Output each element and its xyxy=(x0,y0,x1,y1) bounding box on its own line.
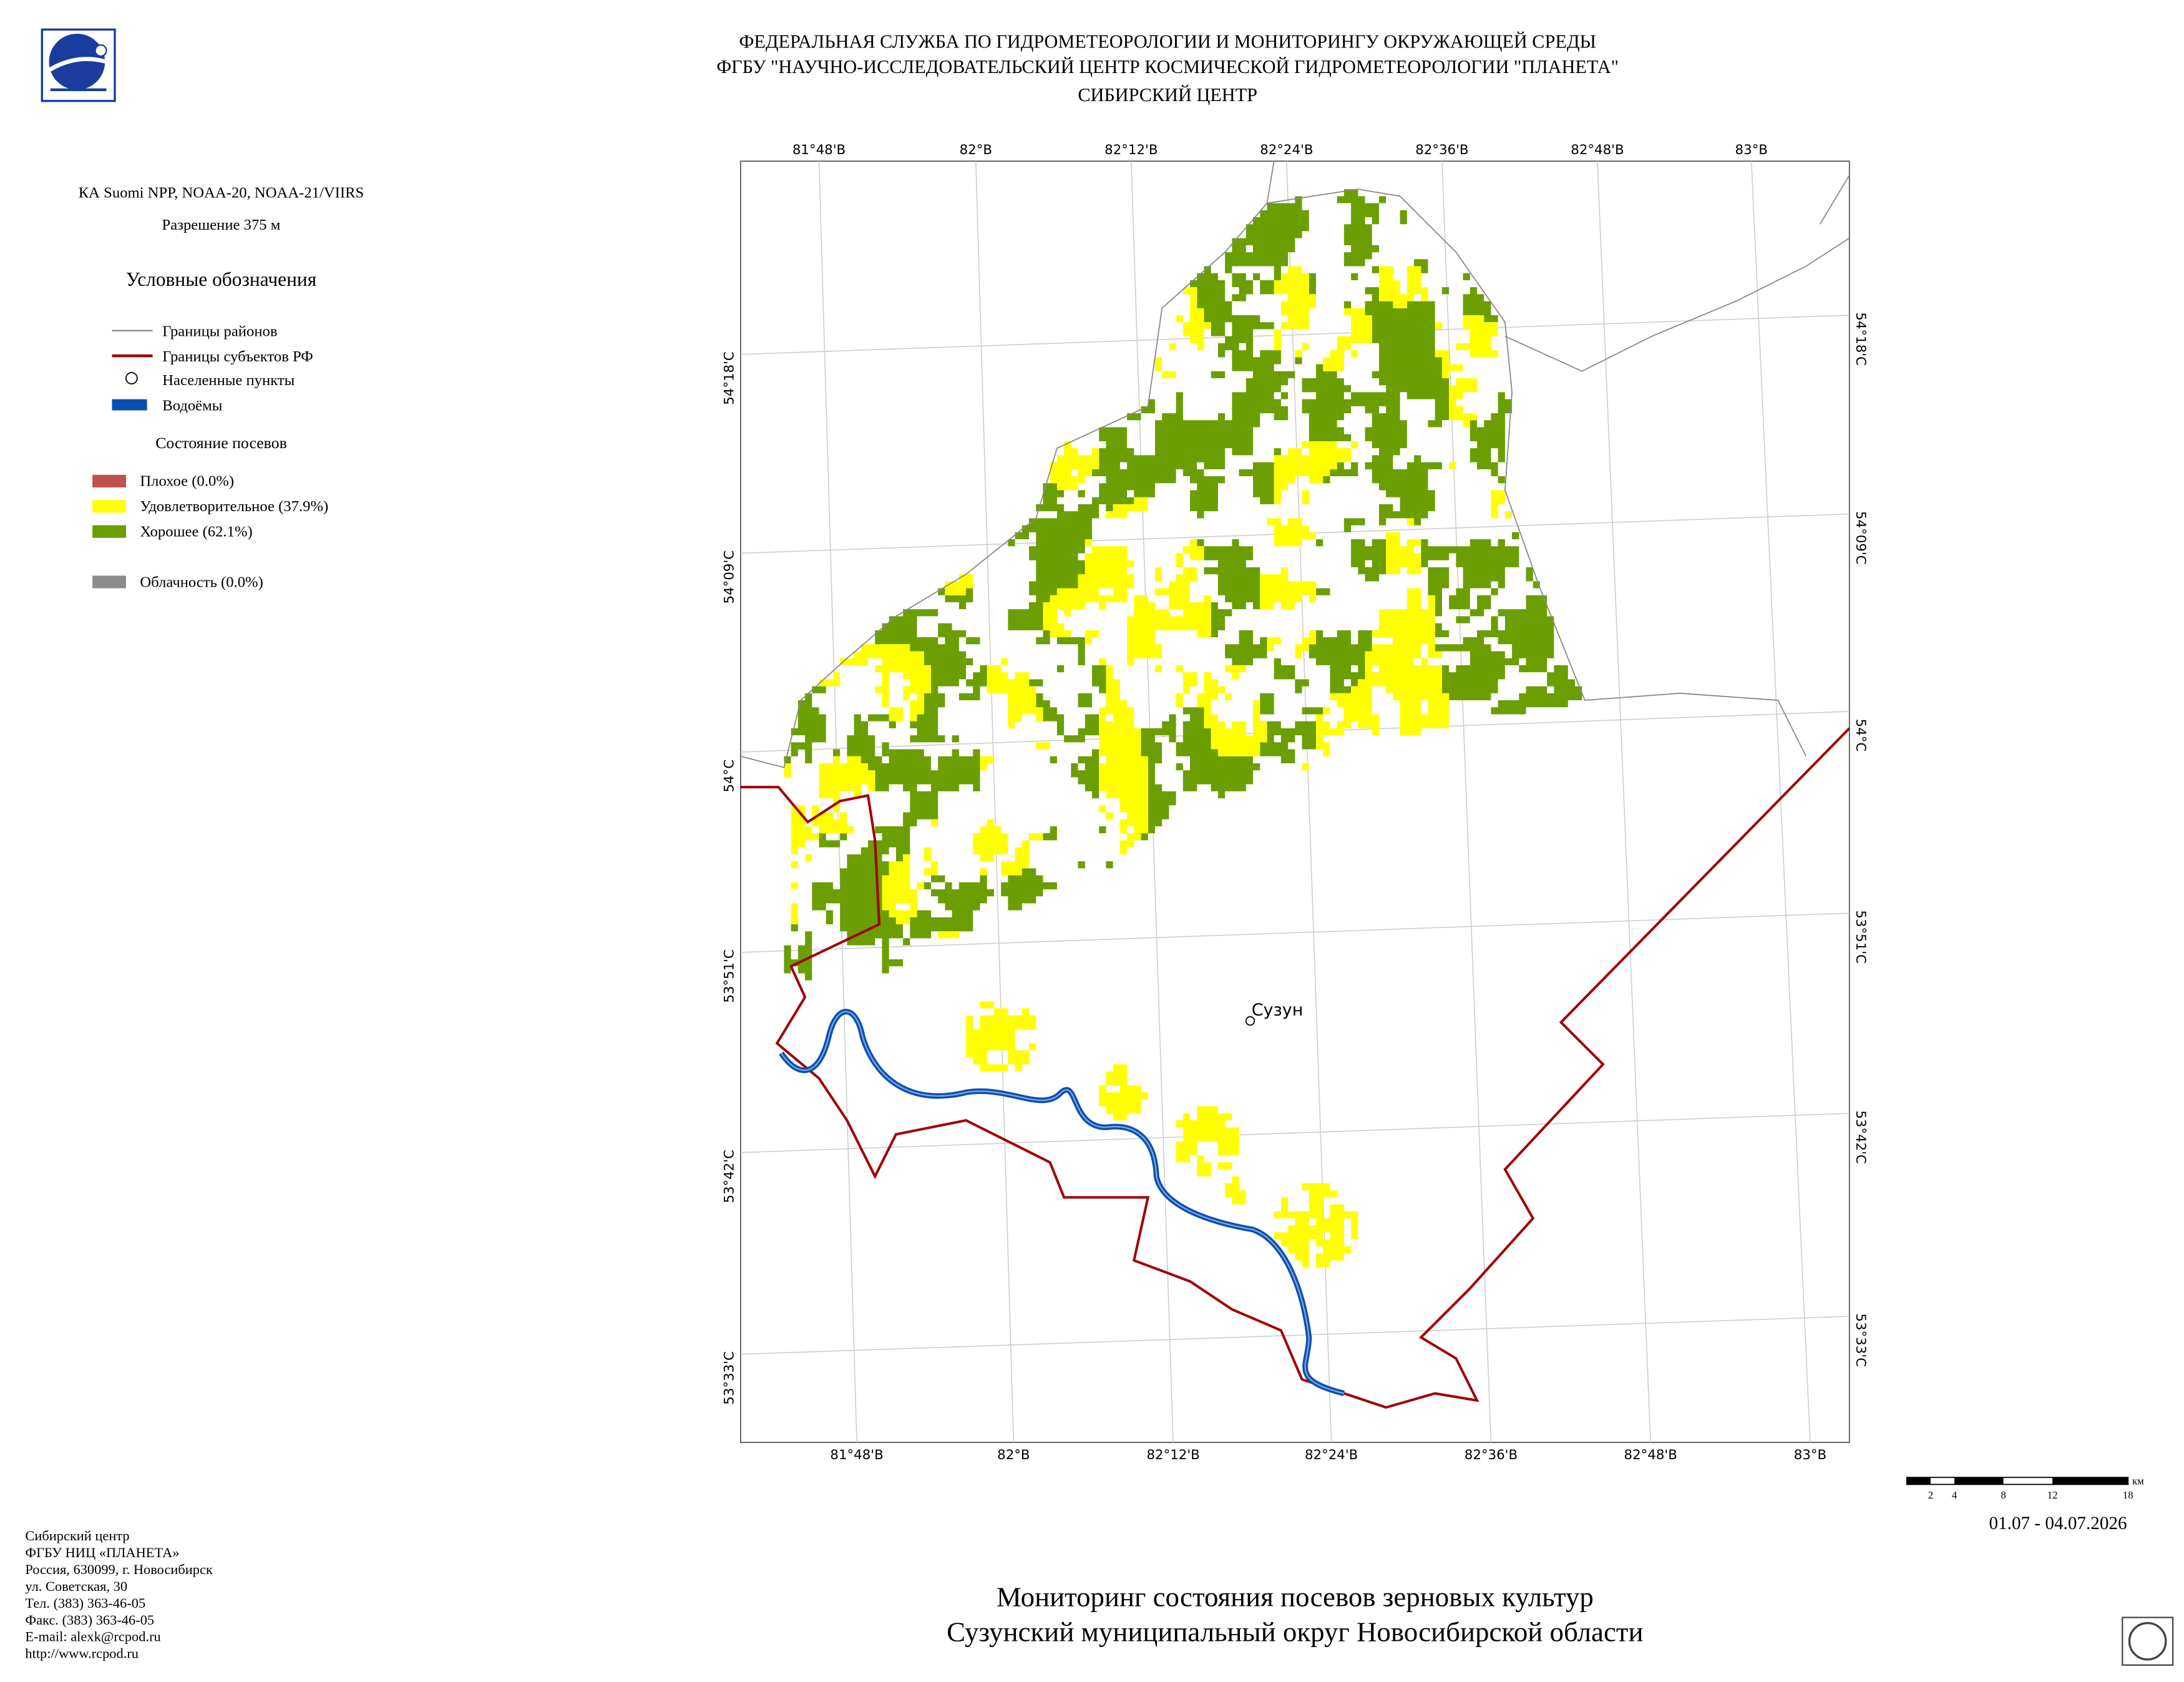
lon-label: 82°В xyxy=(997,1447,1030,1463)
footer-line: Тел. (383) 363-46-05 xyxy=(25,1595,145,1611)
scale-label: 18 xyxy=(2123,1489,2133,1501)
legend-title: Условные обозначения xyxy=(126,268,316,290)
parallel xyxy=(740,1113,1850,1153)
scale-label: 8 xyxy=(2001,1489,2006,1501)
header-line: СИБИРСКИЙ ЦЕНТР xyxy=(1078,84,1257,105)
lat-label: 54°18'С xyxy=(722,351,738,405)
resolution: Разрешение 375 м xyxy=(162,217,281,233)
legend-symbols xyxy=(92,330,153,589)
map: Сузун xyxy=(739,160,1851,1444)
lon-label: 82°36'В xyxy=(1465,1447,1518,1463)
logo xyxy=(41,28,116,102)
lon-label: 82°48'В xyxy=(1571,142,1624,158)
lat-label: 53°33'С xyxy=(722,1351,738,1405)
scale-bar xyxy=(1906,1477,2129,1485)
lon-label: 82°24'В xyxy=(1305,1447,1358,1463)
scale-seg xyxy=(2052,1477,2128,1485)
lon-label: 81°48'В xyxy=(792,142,846,158)
lat-label: 53°51'С xyxy=(722,949,738,1003)
footer-line: Факс. (383) 363-46-05 xyxy=(25,1612,154,1628)
lon-label: 82°24'В xyxy=(1260,142,1313,158)
river-channel xyxy=(780,1010,1345,1394)
scale-seg xyxy=(1906,1477,1931,1485)
region-border xyxy=(740,727,1851,1409)
legend-label: Границы районов xyxy=(162,323,277,340)
district-border xyxy=(1819,175,1850,225)
legend-label: Водоёмы xyxy=(162,398,222,414)
legend-label: Плохое (0.0%) xyxy=(140,473,234,490)
meridian xyxy=(1597,161,1651,1443)
lon-label: 82°48'В xyxy=(1624,1447,1677,1463)
iso-mark xyxy=(2122,1616,2174,1666)
settlement-label: Сузун xyxy=(1252,1000,1304,1020)
lat-label: 53°42'С xyxy=(1853,1110,1868,1164)
scale-label: 12 xyxy=(2047,1489,2058,1501)
legend-settlement xyxy=(125,372,138,384)
lat-label: 54°09'С xyxy=(722,550,738,604)
lon-label: 81°48'В xyxy=(830,1447,883,1463)
footer-line: Россия, 630099, г. Новосибирск xyxy=(25,1562,213,1577)
header-line: ФГБУ "НАУЧНО-ИССЛЕДОВАТЕЛЬСКИЙ ЦЕНТР КОС… xyxy=(716,56,1619,77)
parallel xyxy=(740,315,1850,355)
title: Мониторинг состояния посевов зерновых ку… xyxy=(997,1582,1594,1613)
settlement-marker xyxy=(1245,1016,1255,1026)
logo-satellite xyxy=(94,44,107,57)
logo-orbit xyxy=(47,57,107,72)
district-border xyxy=(1267,188,1586,701)
lat-label: 53°51'С xyxy=(1853,910,1868,964)
scale-label: 2 xyxy=(1928,1489,1933,1501)
date: 01.07 - 04.07.2026 xyxy=(1989,1513,2127,1533)
title: Сузунский муниципальный округ Новосибирс… xyxy=(947,1616,1643,1648)
legend-good xyxy=(92,525,126,538)
lon-label: 83°В xyxy=(1794,1447,1826,1463)
legend-label: Населенные пункты xyxy=(162,372,295,389)
meridian xyxy=(1750,161,1811,1443)
lat-label: 54°18'С xyxy=(1853,312,1868,366)
scale-label: 4 xyxy=(1952,1489,1957,1501)
district-border xyxy=(1584,692,1807,757)
scale-seg xyxy=(1954,1477,2004,1485)
meridian xyxy=(1441,161,1492,1443)
legend-bad xyxy=(92,474,126,487)
header-line: ФЕДЕРАЛЬНАЯ СЛУЖБА ПО ГИДРОМЕТЕОРОЛОГИИ … xyxy=(739,31,1596,52)
lon-label: 82°12'В xyxy=(1104,142,1158,158)
iso-circle xyxy=(2128,1621,2167,1661)
iso-frame xyxy=(2122,1616,2174,1666)
lat-label: 53°42'С xyxy=(722,1150,738,1203)
good-fields xyxy=(784,189,1582,980)
parallel xyxy=(740,1316,1850,1355)
footer-line: Сибирский центр xyxy=(25,1528,129,1543)
legend-label: Облачность (0.0%) xyxy=(140,574,263,590)
scale-unit: км xyxy=(2132,1475,2144,1487)
footer-line: ФГБУ НИЦ «ПЛАНЕТА» xyxy=(25,1545,179,1560)
parallel xyxy=(740,912,1850,953)
district-border xyxy=(740,161,1275,768)
legend-label: Границы субъектов РФ xyxy=(162,348,313,365)
footer-line: E-mail: alexk@rcpod.ru xyxy=(25,1629,160,1645)
legend-label: Хорошее (62.1%) xyxy=(140,524,252,540)
satellite: КА Suomi NPP, NOAA-20, NOAA-21/VIIRS xyxy=(79,185,364,202)
lon-label: 83°В xyxy=(1735,142,1768,158)
meridian xyxy=(975,161,1015,1443)
fair-fields xyxy=(784,266,1513,1268)
lat-label: 54°09'С xyxy=(1853,511,1868,565)
lat-label: 53°33'С xyxy=(1853,1314,1868,1367)
legend-water xyxy=(112,399,147,411)
lat-label: 54°С xyxy=(722,760,738,793)
lon-label: 82°В xyxy=(960,142,992,158)
lon-label: 82°12'В xyxy=(1146,1447,1199,1463)
lon-label: 82°36'В xyxy=(1415,142,1468,158)
legend-cloud xyxy=(92,575,126,589)
footer-line: ул. Советская, 30 xyxy=(25,1578,127,1594)
legend-label: Удовлетворительное (37.9%) xyxy=(140,498,328,515)
crops-title: Состояние посевов xyxy=(155,434,287,452)
district-border xyxy=(1504,237,1850,372)
legend-fair xyxy=(92,500,126,513)
footer-line: http://www.rcpod.ru xyxy=(25,1646,139,1661)
lat-label: 54°С xyxy=(1853,719,1868,752)
